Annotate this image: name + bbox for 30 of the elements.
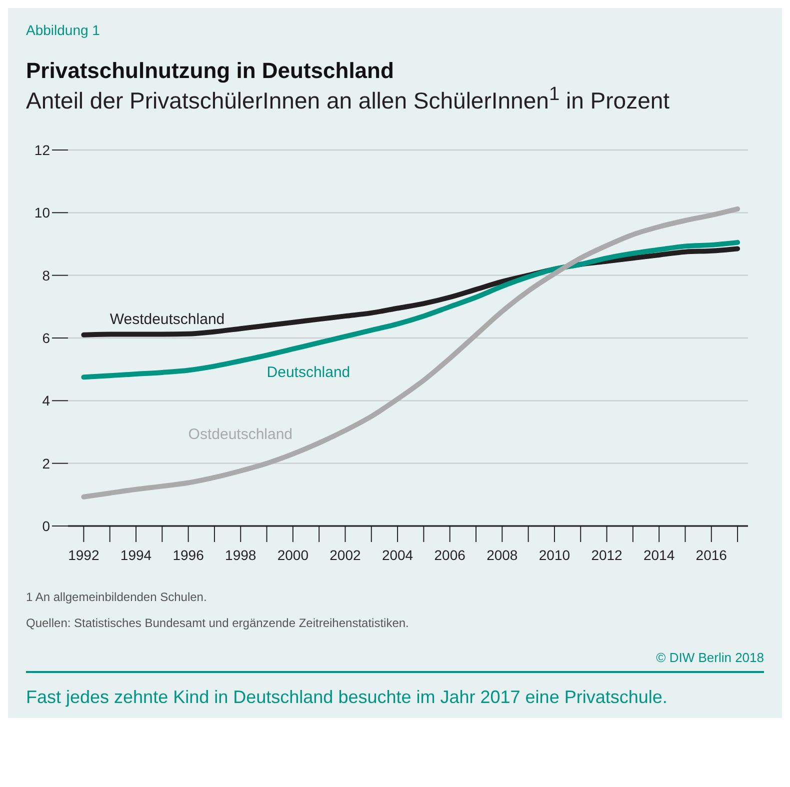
y-tick-label: 2 bbox=[42, 454, 50, 471]
series-label: Deutschland bbox=[266, 364, 350, 381]
x-tick-label: 1996 bbox=[172, 546, 204, 563]
x-tick-label: 2010 bbox=[538, 546, 570, 563]
x-tick-label: 1992 bbox=[68, 546, 100, 563]
x-tick-label: 2000 bbox=[277, 546, 309, 563]
y-tick-label: 6 bbox=[42, 330, 50, 346]
text: Abbildung 1 bbox=[26, 22, 101, 38]
series-label: Westdeutschland bbox=[110, 310, 225, 328]
chart-title: Privatschulnutzung in Deutschland bbox=[26, 58, 395, 84]
x-tick-label: 2004 bbox=[382, 546, 414, 563]
source-note: Quellen: Statistisches Bundesamt und ergänzende Zeitreihenstatistiken. bbox=[26, 616, 410, 630]
y-tick-label: 10 bbox=[34, 204, 50, 220]
x-tick-label: 2006 bbox=[434, 546, 466, 563]
x-tick-label: 2016 bbox=[696, 546, 728, 563]
y-tick-label: 4 bbox=[42, 392, 50, 408]
text: Fast jedes zehnte Kind in Deutschland besuchte im Jahr 2017 eine Privatschule. bbox=[26, 686, 668, 708]
series-label: Ostdeutschland bbox=[188, 425, 293, 442]
text: © DIW Berlin 2018 bbox=[26, 650, 764, 673]
x-tick-label: 2014 bbox=[644, 546, 675, 563]
y-tick-label: 0 bbox=[42, 518, 50, 534]
x-tick-label: 2008 bbox=[486, 546, 518, 563]
x-tick-label: 1994 bbox=[120, 546, 152, 563]
y-tick-label: 8 bbox=[42, 266, 50, 283]
x-tick-label: 2002 bbox=[330, 546, 362, 563]
text: 1 An allgemeinbildenden Schulen. bbox=[26, 590, 208, 604]
x-tick-label: 1998 bbox=[225, 546, 256, 563]
chart-subtitle: Anteil der PrivatschülerInnen an allen SchülerInnen$^{1}$ in Prozent bbox=[26, 84, 671, 115]
y-tick-label: 12 bbox=[34, 142, 50, 158]
x-tick-label: 2012 bbox=[591, 546, 623, 563]
